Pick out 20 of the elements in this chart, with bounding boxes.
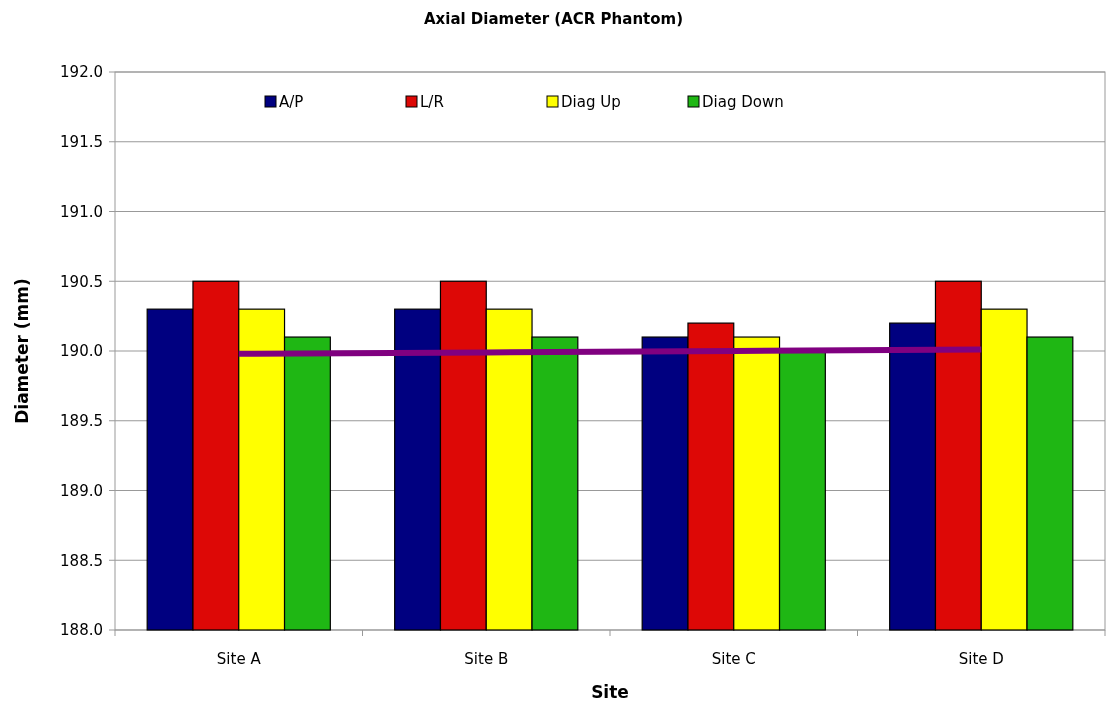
y-tick-label: 188.5 xyxy=(60,551,103,570)
y-tick-label: 191.0 xyxy=(60,202,103,221)
legend-label: A/P xyxy=(279,93,304,112)
x-axis-title: Site xyxy=(591,682,629,702)
chart-title: Axial Diameter (ACR Phantom) xyxy=(423,10,684,28)
y-axis-title: Diameter (mm) xyxy=(12,278,32,424)
y-tick-label: 189.5 xyxy=(60,412,103,430)
legend-label: Diag Up xyxy=(561,93,621,112)
y-tick-label: 189.0 xyxy=(60,481,103,500)
y-tick-label: 192.0 xyxy=(60,63,103,82)
y-tick-label: 188.0 xyxy=(60,621,103,640)
legend-label: L/R xyxy=(420,93,444,112)
x-tick-label: Site A xyxy=(216,650,262,668)
x-tick-label: Site C xyxy=(711,650,756,668)
x-tick-label: Site B xyxy=(464,650,509,668)
legend-label: Diag Down xyxy=(702,93,784,112)
x-tick-label: Site D xyxy=(958,650,1004,668)
y-tick-label: 190.5 xyxy=(60,272,103,291)
y-tick-label: 191.5 xyxy=(60,133,103,151)
y-tick-label: 190.0 xyxy=(60,342,103,361)
